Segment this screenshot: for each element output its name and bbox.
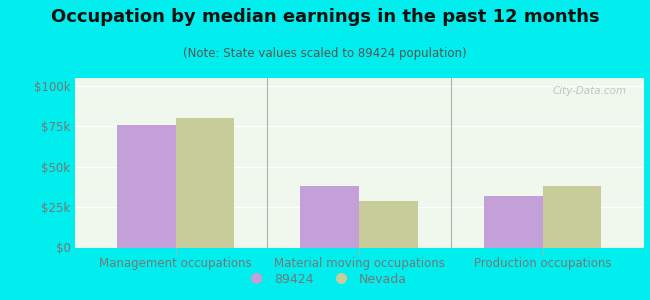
Text: (Note: State values scaled to 89424 population): (Note: State values scaled to 89424 popu… [183, 46, 467, 59]
Bar [117, 125, 176, 248]
Bar [300, 186, 359, 248]
Bar [484, 196, 543, 248]
Bar [176, 118, 235, 247]
Text: City-Data.com: City-Data.com [552, 86, 627, 97]
Bar [543, 186, 601, 248]
Text: Occupation by median earnings in the past 12 months: Occupation by median earnings in the pas… [51, 8, 599, 26]
Bar [359, 201, 418, 248]
Legend: 89424, Nevada: 89424, Nevada [239, 268, 411, 291]
